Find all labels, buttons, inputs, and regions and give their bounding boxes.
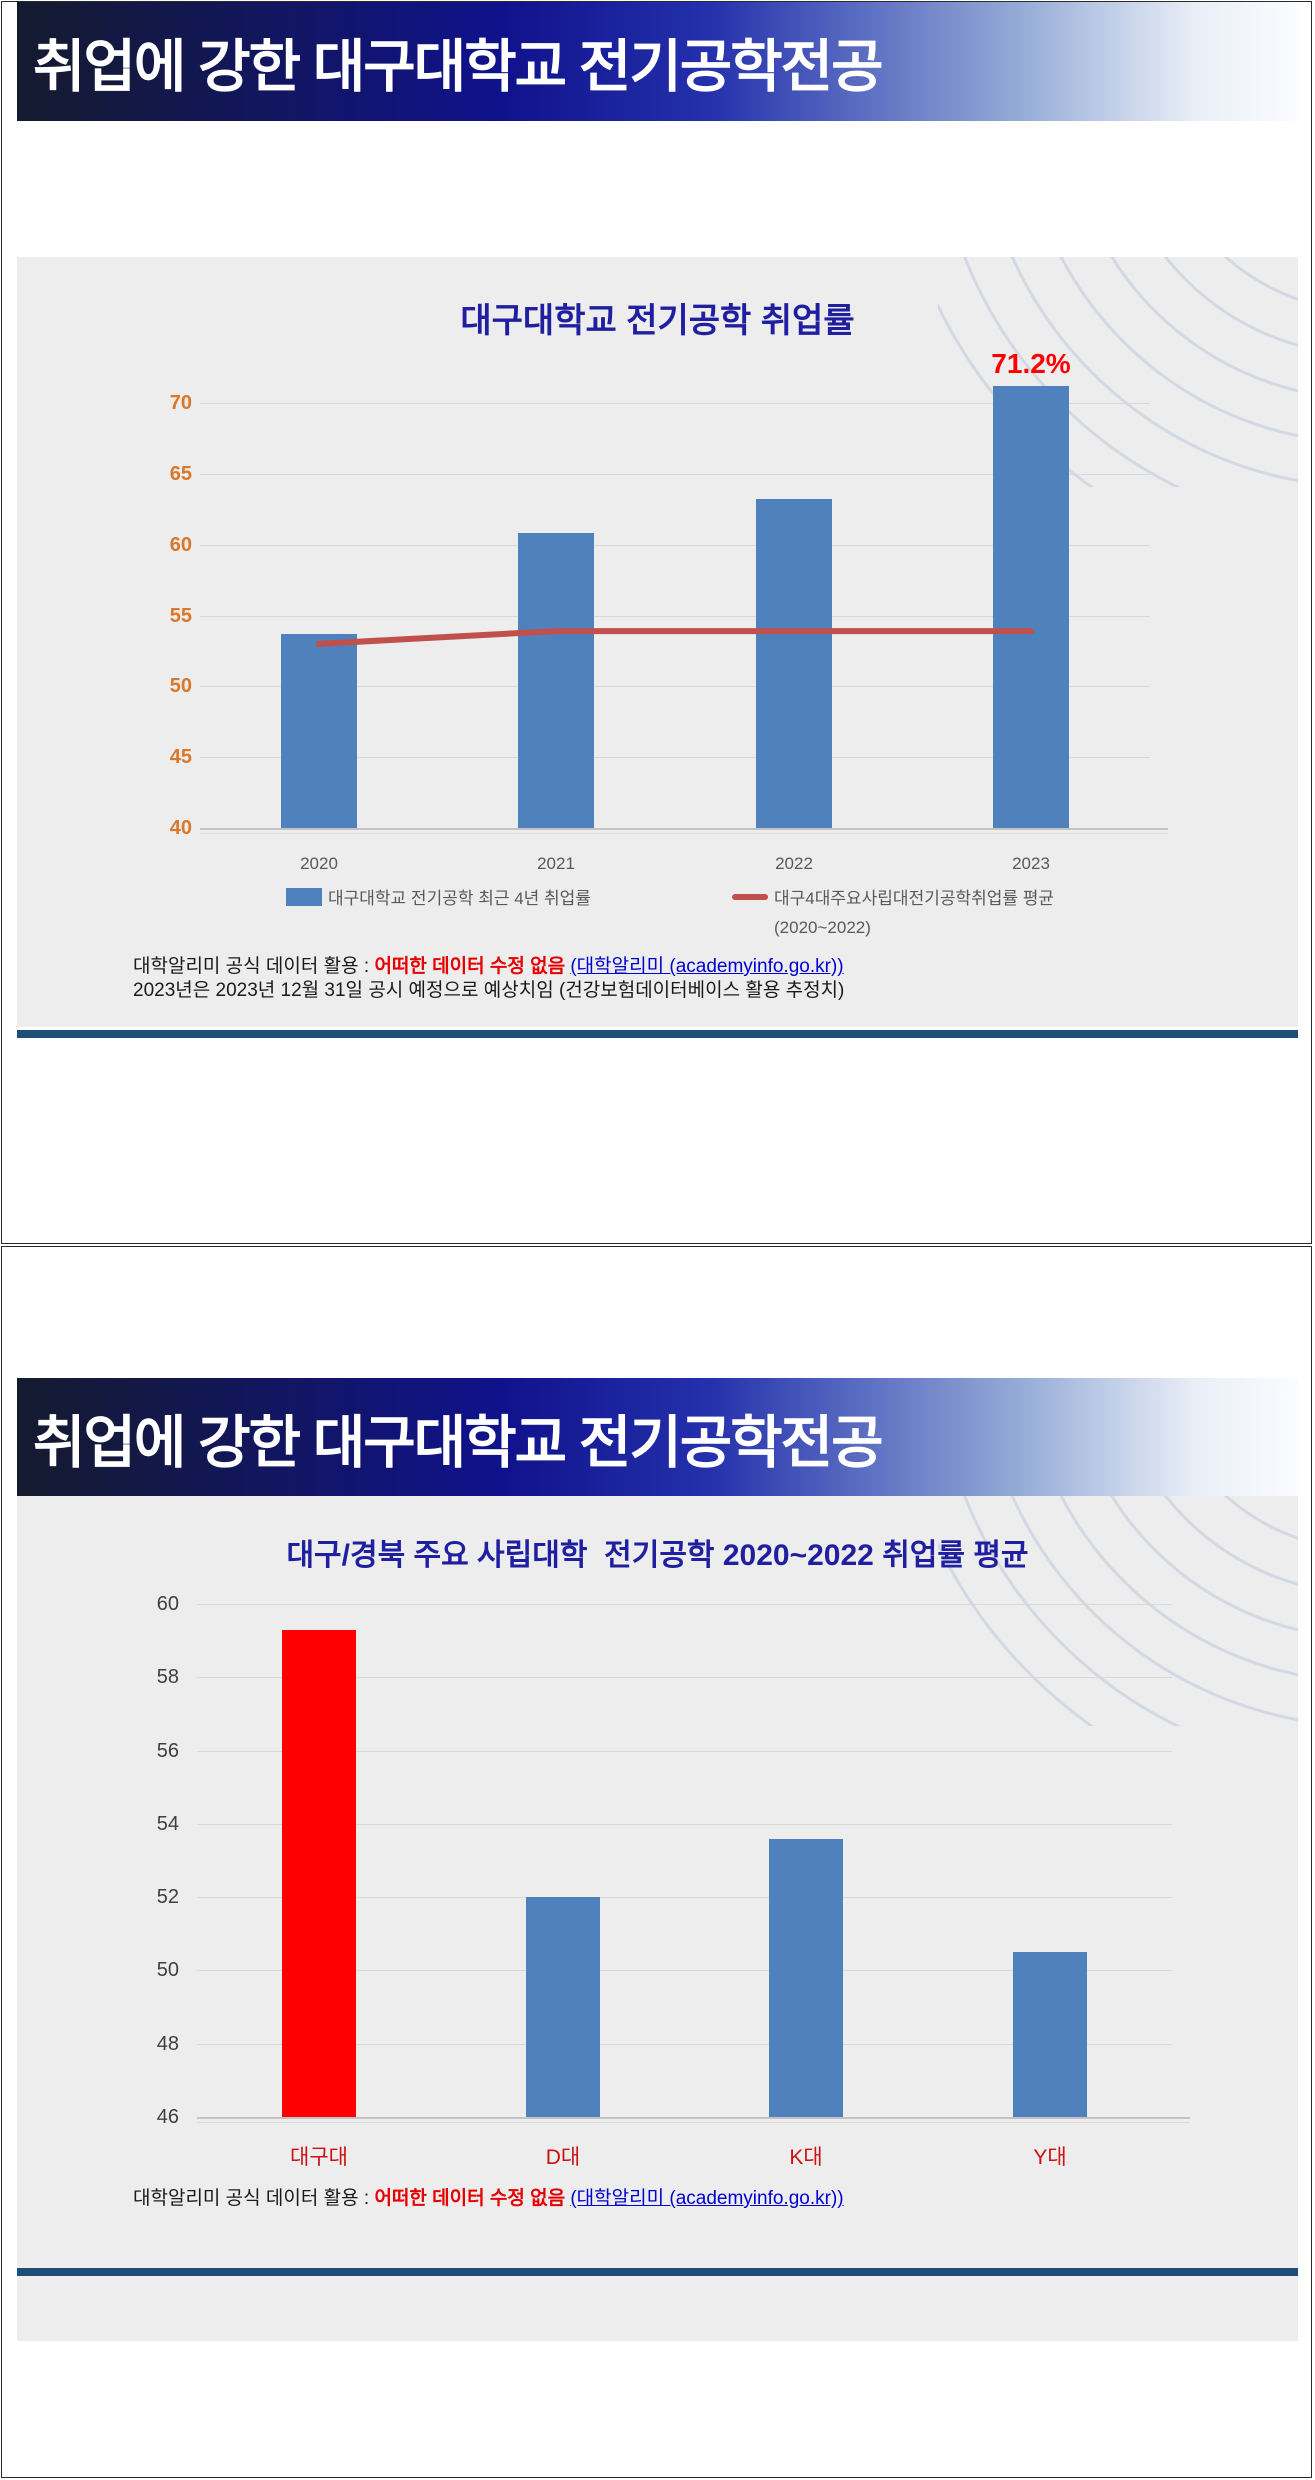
slide-page-1: 취업에 강한 대구대학교 전기공학전공 대구대학교 전기공학 취업률 대구대학교… [1, 1, 1312, 1244]
x-tick-label: 대구대 [290, 2146, 348, 2169]
academyinfo-link[interactable]: (대학알리미 (academyinfo.go.kr)) [570, 956, 844, 977]
gridline [200, 403, 1150, 404]
bar-2023 [993, 386, 1069, 828]
slide1-footer-line2: 2023년은 2023년 12월 31일 공시 예정으로 예상치임 (건강보험데… [133, 980, 845, 1001]
slide2-bottom-divider [17, 2268, 1298, 2276]
gridline [200, 616, 1150, 617]
x-tick-label: K대 [789, 2146, 823, 2169]
x-tick-label: Y대 [1033, 2146, 1067, 2169]
y-tick-label: 60 [169, 534, 192, 556]
y-tick-label: 46 [156, 2106, 179, 2128]
bar-2021 [518, 533, 594, 828]
bar-D대 [526, 1897, 600, 2117]
y-tick-label: 60 [156, 1593, 179, 1615]
slide2-chart-area: 대구/경북 주요 사립대학 전기공학 2020~2022 취업률 평균 대학알리… [17, 1496, 1298, 2341]
gridline [197, 1970, 1172, 1971]
bar-series-label: 대구대학교 전기공학 최근 4년 취업률 [328, 889, 591, 908]
y-tick-label: 54 [156, 1813, 179, 1835]
bar-대구대 [282, 1630, 356, 2117]
x-tick-label: 2021 [537, 854, 575, 873]
line-series-label: 대구4대주요사립대전기공학취업률 평균 [774, 889, 1055, 908]
y-tick-label: 52 [156, 1886, 179, 1908]
gridline [197, 1824, 1172, 1825]
bar-K대 [769, 1839, 843, 2117]
slide2-footer: 대학알리미 공식 데이터 활용 : 어떠한 데이터 수정 없음 (대학알리미 (… [133, 2187, 844, 2211]
gridline [197, 1604, 1172, 1605]
gridline [197, 2117, 1190, 2119]
bar-2022 [756, 499, 832, 828]
gridline [200, 474, 1150, 475]
slide1-chart-area: 대구대학교 전기공학 취업률 대구대학교 전기공학 최근 4년 취업률 대구4대… [17, 257, 1298, 1027]
slide2-header-banner: 취업에 강한 대구대학교 전기공학전공 [17, 1378, 1298, 1497]
footer-highlight-text: 어떠한 데이터 수정 없음 [374, 2188, 566, 2209]
footer-source-text: 대학알리미 공식 데이터 활용 : [133, 2188, 375, 2209]
slide2-header-title: 취업에 강한 대구대학교 전기공학전공 [33, 1410, 884, 1475]
slide1-header-title: 취업에 강한 대구대학교 전기공학전공 [33, 34, 884, 99]
chart1-legend-line-series: 대구4대주요사립대전기공학취업률 평균 [732, 884, 1054, 909]
axis-baseline-shadow [197, 2122, 1190, 2123]
slide2-footer-line1: 대학알리미 공식 데이터 활용 : 어떠한 데이터 수정 없음 (대학알리미 (… [133, 2187, 844, 2211]
x-tick-label: 2023 [1012, 854, 1050, 873]
gridline [200, 757, 1150, 758]
y-tick-label: 58 [156, 1666, 179, 1688]
x-tick-label: 2022 [775, 854, 813, 873]
gridline [200, 828, 1168, 830]
x-tick-label: 2020 [300, 854, 338, 873]
academyinfo-link[interactable]: (대학알리미 (academyinfo.go.kr)) [570, 2188, 844, 2209]
y-tick-label: 50 [169, 675, 192, 697]
gridline [197, 1677, 1172, 1678]
gridline [197, 1897, 1172, 1898]
gridline [200, 686, 1150, 687]
data-label: 71.2% [991, 348, 1071, 379]
footer-source-text: 대학알리미 공식 데이터 활용 : [133, 956, 375, 977]
y-tick-label: 45 [169, 746, 192, 768]
gridline [197, 2044, 1172, 2045]
chart2-title: 대구/경북 주요 사립대학 전기공학 2020~2022 취업률 평균 [286, 1539, 1029, 1572]
x-tick-label: D대 [545, 2146, 581, 2169]
y-tick-label: 48 [156, 2033, 179, 2055]
bar-Y대 [1013, 1952, 1087, 2117]
y-tick-label: 65 [169, 463, 192, 485]
slide1-bottom-divider [17, 1030, 1298, 1038]
axis-baseline-shadow [200, 833, 1168, 834]
slide1-footer: 대학알리미 공식 데이터 활용 : 어떠한 데이터 수정 없음 (대학알리미 (… [133, 955, 844, 1003]
slide-page-2: 취업에 강한 대구대학교 전기공학전공 대구/경북 주요 사립대학 전기공학 2… [1, 1246, 1312, 2478]
footer-highlight-text: 어떠한 데이터 수정 없음 [374, 956, 566, 977]
bar-2020 [281, 634, 357, 828]
chart1-legend-line-period: (2020~2022) [774, 918, 871, 937]
slide1-header-banner: 취업에 강한 대구대학교 전기공학전공 [17, 2, 1298, 121]
y-tick-label: 55 [169, 605, 192, 627]
y-tick-label: 50 [156, 1959, 179, 1981]
chart1-title: 대구대학교 전기공학 취업률 [460, 302, 855, 340]
gridline [200, 545, 1150, 546]
y-tick-label: 56 [156, 1740, 179, 1762]
gridline [197, 1751, 1172, 1752]
line-series-swatch-icon [732, 893, 768, 900]
slide1-footer-line1: 대학알리미 공식 데이터 활용 : 어떠한 데이터 수정 없음 (대학알리미 (… [133, 955, 844, 979]
chart1-legend-bar-series: 대구대학교 전기공학 최근 4년 취업률 [286, 884, 591, 909]
bar-series-swatch-icon [286, 887, 322, 906]
y-tick-label: 70 [169, 392, 192, 414]
y-tick-label: 40 [169, 817, 192, 839]
